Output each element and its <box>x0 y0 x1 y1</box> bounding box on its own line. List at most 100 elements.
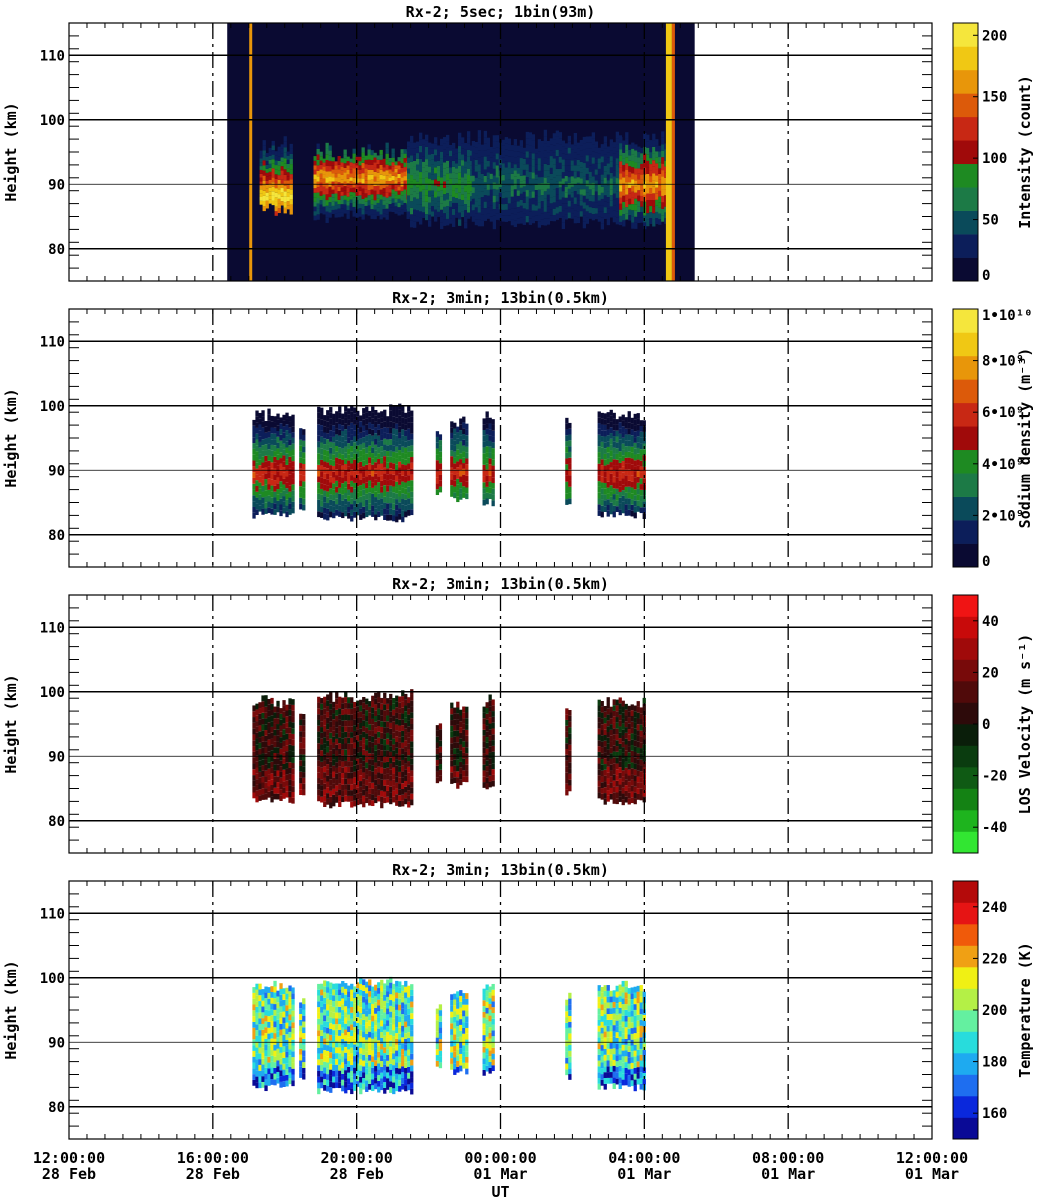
intensity-cell <box>458 159 461 166</box>
data-cell <box>462 741 465 747</box>
intensity-cell <box>362 147 365 152</box>
data-cell <box>450 427 453 433</box>
intensity-cell <box>284 197 287 203</box>
data-cell <box>288 785 291 791</box>
intensity-cell <box>449 145 452 151</box>
intensity-cell <box>365 189 368 193</box>
data-cell <box>282 438 285 444</box>
intensity-cell <box>335 202 338 206</box>
data-cell <box>634 513 637 519</box>
intensity-cell <box>508 139 511 145</box>
intensity-cell <box>577 206 580 212</box>
intensity-cell <box>398 161 401 165</box>
data-cell <box>383 733 386 739</box>
data-cell <box>288 791 291 797</box>
intensity-cell <box>314 188 317 193</box>
intensity-cell <box>437 171 440 176</box>
intensity-cell <box>365 206 368 210</box>
data-cell <box>407 429 410 435</box>
data-cell <box>634 781 637 787</box>
data-cell <box>598 452 601 458</box>
data-cell <box>486 464 489 470</box>
intensity-cell <box>631 143 634 149</box>
intensity-cell <box>631 161 634 167</box>
data-cell <box>401 470 404 476</box>
intensity-cell <box>553 202 556 208</box>
intensity-cell <box>368 195 371 200</box>
data-cell <box>338 703 341 709</box>
data-cell <box>371 430 374 436</box>
intensity-cell <box>658 151 661 157</box>
intensity-cell <box>640 207 643 212</box>
data-cell <box>261 748 264 754</box>
intensity-cell <box>532 185 535 191</box>
intensity-cell <box>260 201 263 205</box>
data-cell <box>395 788 398 794</box>
data-cell <box>439 452 442 458</box>
data-cell <box>622 507 625 513</box>
intensity-cell <box>260 174 263 178</box>
intensity-cell <box>383 188 386 192</box>
intensity-cell <box>607 175 610 181</box>
intensity-cell <box>520 182 523 188</box>
intensity-cell <box>389 173 392 177</box>
intensity-cell <box>478 144 481 151</box>
data-cell <box>486 435 489 441</box>
intensity-cell <box>365 210 368 214</box>
intensity-cell <box>350 159 353 163</box>
intensity-cell <box>341 171 344 175</box>
intensity-cell <box>413 161 416 167</box>
intensity-cell <box>419 198 422 205</box>
data-cell <box>613 728 616 734</box>
intensity-cell <box>517 196 520 202</box>
data-cell <box>628 799 631 805</box>
data-cell <box>439 758 442 764</box>
data-cell <box>258 720 261 726</box>
intensity-cell <box>484 182 487 188</box>
data-cell <box>604 781 607 787</box>
intensity-cell <box>392 176 395 181</box>
intensity-cell <box>532 141 535 147</box>
data-cell <box>335 481 338 487</box>
data-cell <box>456 479 459 485</box>
data-cell <box>640 420 643 426</box>
data-cell <box>607 738 610 744</box>
intensity-cell <box>320 191 323 195</box>
intensity-cell <box>601 156 604 162</box>
data-cell <box>350 703 353 709</box>
edge-column-left <box>249 23 252 281</box>
data-cell <box>456 737 459 743</box>
data-cell <box>323 755 326 761</box>
data-cell <box>276 443 279 449</box>
data-cell <box>299 457 302 463</box>
data-cell <box>279 795 282 801</box>
data-cell <box>288 492 291 498</box>
data-cell <box>285 413 288 419</box>
intensity-cell <box>380 150 383 155</box>
data-cell <box>332 454 335 460</box>
intensity-cell <box>455 178 458 183</box>
intensity-cell <box>437 186 440 191</box>
data-cell <box>395 713 398 719</box>
data-cell <box>347 461 350 467</box>
data-cell <box>465 747 468 753</box>
intensity-cell <box>440 210 443 216</box>
intensity-cell <box>631 223 634 229</box>
intensity-cell <box>383 167 386 171</box>
data-cell <box>607 720 610 726</box>
data-cell <box>492 448 495 454</box>
intensity-cell <box>464 216 467 222</box>
intensity-cell <box>338 191 341 195</box>
data-cell <box>332 742 335 748</box>
data-cell <box>456 427 459 433</box>
intensity-cell <box>628 155 631 160</box>
intensity-cell <box>368 149 371 154</box>
intensity-cell <box>359 174 362 178</box>
data-cell <box>285 453 288 459</box>
y-tick-label: 110 <box>40 334 65 350</box>
intensity-cell <box>365 172 368 176</box>
intensity-cell <box>523 175 526 181</box>
data-cell <box>326 793 329 799</box>
data-cell <box>625 504 628 510</box>
data-cell <box>401 482 404 488</box>
